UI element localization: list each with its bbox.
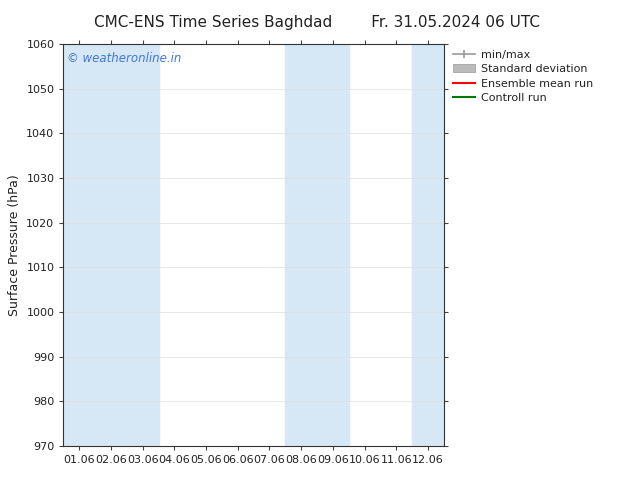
Bar: [95, 44, 127, 446]
Text: CMC-ENS Time Series Baghdad        Fr. 31.05.2024 06 UTC: CMC-ENS Time Series Baghdad Fr. 31.05.20…: [94, 15, 540, 30]
Bar: [63, 44, 95, 446]
Bar: [317, 44, 349, 446]
Text: © weatheronline.in: © weatheronline.in: [67, 52, 181, 65]
Legend: min/max, Standard deviation, Ensemble mean run, Controll run: min/max, Standard deviation, Ensemble me…: [453, 49, 593, 103]
Bar: [285, 44, 317, 446]
Y-axis label: Surface Pressure (hPa): Surface Pressure (hPa): [8, 174, 21, 316]
Bar: [412, 44, 444, 446]
Bar: [127, 44, 158, 446]
